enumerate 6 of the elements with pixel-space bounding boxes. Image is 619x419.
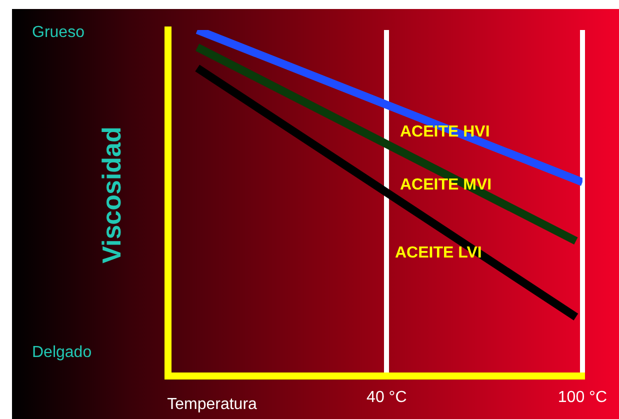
text: Delgado: [32, 344, 92, 362]
x-tick-label: 100 °C: [558, 388, 607, 406]
y-axis-title: Viscosidad: [96, 126, 128, 264]
x-axis-title: Temperatura: [167, 396, 258, 414]
text: Grueso: [32, 24, 84, 42]
x-tick-label: 40 °C: [366, 388, 407, 406]
